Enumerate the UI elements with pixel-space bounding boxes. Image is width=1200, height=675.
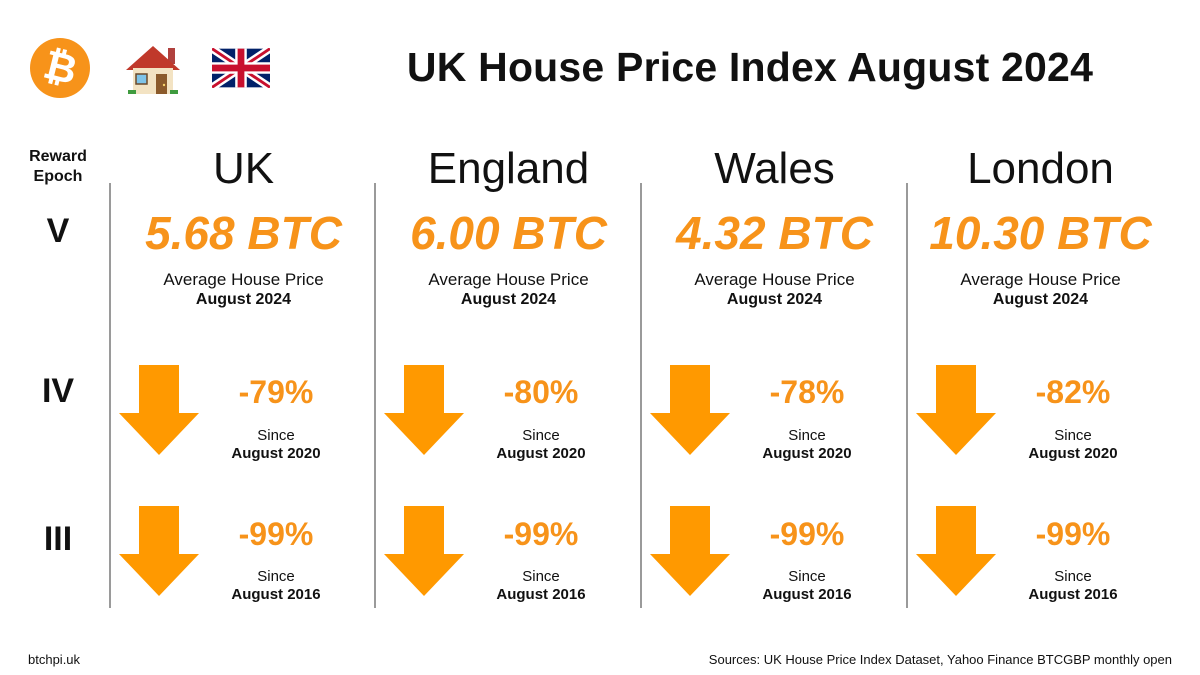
since-label: Since (1054, 568, 1092, 585)
down-arrow-icon (119, 365, 199, 455)
down-arrow-icon (650, 506, 730, 596)
average-price-label: Average House Price (960, 270, 1121, 289)
region-name: England (427, 144, 590, 193)
epoch-label-iii: III (43, 520, 73, 558)
since-label: Since (522, 568, 560, 585)
since-date-2020: August 2020 (231, 445, 321, 462)
since-label: Since (788, 568, 826, 585)
epoch-label-iv: IV (41, 372, 75, 410)
epoch-heading-line2: Epoch (33, 168, 83, 185)
since-date-2016: August 2016 (496, 586, 586, 603)
average-price-date: August 2024 (726, 291, 823, 308)
average-price-date: August 2024 (992, 291, 1089, 308)
region-name: Wales (714, 144, 835, 193)
down-arrow-icon (384, 506, 464, 596)
change-since-2016: -99% (1035, 516, 1111, 552)
region-column-wales: Wales 4.32 BTC Average House Price Augus… (642, 140, 907, 610)
bitcoin-logo-icon: ₿ (30, 38, 90, 98)
since-label: Since (522, 427, 560, 444)
since-date-2016: August 2016 (762, 586, 852, 603)
down-arrow-icon (650, 365, 730, 455)
since-date-2020: August 2020 (496, 445, 586, 462)
epoch-heading-line1: Reward (29, 148, 87, 165)
column-divider (109, 183, 111, 608)
column-divider (374, 183, 376, 608)
region-column-london: London 10.30 BTC Average House Price Aug… (908, 140, 1173, 610)
since-label: Since (257, 427, 295, 444)
since-date-2020: August 2020 (762, 445, 852, 462)
down-arrow-icon (916, 365, 996, 455)
column-divider (906, 183, 908, 608)
since-label: Since (257, 568, 295, 585)
change-since-2020: -82% (1035, 374, 1111, 410)
change-since-2020: -78% (769, 374, 845, 410)
since-date-2016: August 2016 (1028, 586, 1118, 603)
change-since-2020: -79% (238, 374, 314, 410)
since-date-2016: August 2016 (231, 586, 321, 603)
average-price-btc: 10.30 BTC (929, 207, 1152, 259)
region-name: London (967, 144, 1114, 193)
average-price-btc: 5.68 BTC (145, 207, 342, 259)
epoch-label-v: V (46, 212, 70, 250)
average-price-btc: 4.32 BTC (676, 207, 873, 259)
site-link: btchpi.uk (28, 652, 81, 667)
change-since-2020: -80% (503, 374, 579, 410)
down-arrow-icon (916, 506, 996, 596)
change-since-2016: -99% (238, 516, 314, 552)
since-label: Since (1054, 427, 1092, 444)
average-price-label: Average House Price (694, 270, 855, 289)
region-column-uk: UK 5.68 BTC Average House Price August 2… (111, 140, 376, 610)
column-divider (640, 183, 642, 608)
change-since-2016: -99% (769, 516, 845, 552)
average-price-label: Average House Price (428, 270, 589, 289)
average-price-btc: 6.00 BTC (410, 207, 607, 259)
region-name: UK (212, 144, 275, 193)
average-price-label: Average House Price (163, 270, 324, 289)
change-since-2016: -99% (503, 516, 579, 552)
since-label: Since (788, 427, 826, 444)
since-date-2020: August 2020 (1028, 445, 1118, 462)
uk-flag-icon (209, 45, 273, 91)
epoch-heading: Reward Epoch (18, 147, 98, 187)
average-price-date: August 2024 (460, 291, 557, 308)
down-arrow-icon (119, 506, 199, 596)
sources-note: Sources: UK House Price Index Dataset, Y… (708, 652, 1172, 667)
down-arrow-icon (384, 365, 464, 455)
page-title: UK House Price Index August 2024 (406, 44, 1094, 90)
region-column-england: England 6.00 BTC Average House Price Aug… (376, 140, 641, 610)
bitcoin-symbol: ₿ (38, 41, 82, 95)
house-icon (124, 40, 182, 98)
average-price-date: August 2024 (195, 291, 292, 308)
